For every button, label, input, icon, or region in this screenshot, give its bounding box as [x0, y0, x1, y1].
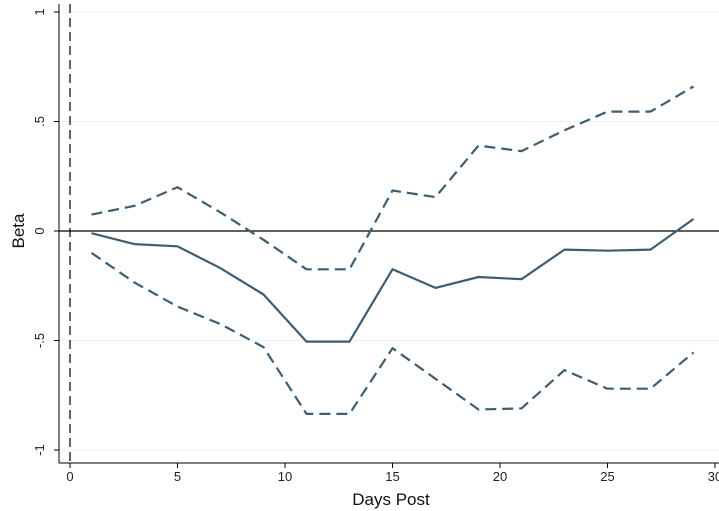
reference-lines: [59, 4, 719, 463]
series-line-1: [91, 85, 695, 271]
series-line-0: [91, 218, 695, 343]
x-axis-title: Days Post: [352, 490, 430, 509]
y-tick-label-4: 1: [32, 8, 47, 15]
x-tick-label-6: 30: [708, 469, 719, 484]
y-tick-label-2: 0: [32, 227, 47, 234]
x-tick-label-4: 20: [493, 469, 507, 484]
y-tick-label-3: .5: [32, 116, 47, 127]
data-series: [90, 85, 695, 415]
x-tick-label-2: 10: [278, 469, 292, 484]
x-tick-label-3: 15: [385, 469, 399, 484]
axes: [58, 4, 719, 464]
x-tick-label-0: 0: [66, 469, 73, 484]
x-tick-label-1: 5: [174, 469, 181, 484]
y-tick-label-0: -1: [32, 444, 47, 456]
y-tick-label-1: -.5: [32, 333, 47, 348]
axis-ticks: 0 5 10 15 20 25 30 -1 -.5 0 .5 1: [32, 8, 719, 484]
series-line-2: [90, 251, 695, 415]
y-axis-title: Beta: [9, 213, 28, 249]
x-tick-label-5: 25: [600, 469, 614, 484]
